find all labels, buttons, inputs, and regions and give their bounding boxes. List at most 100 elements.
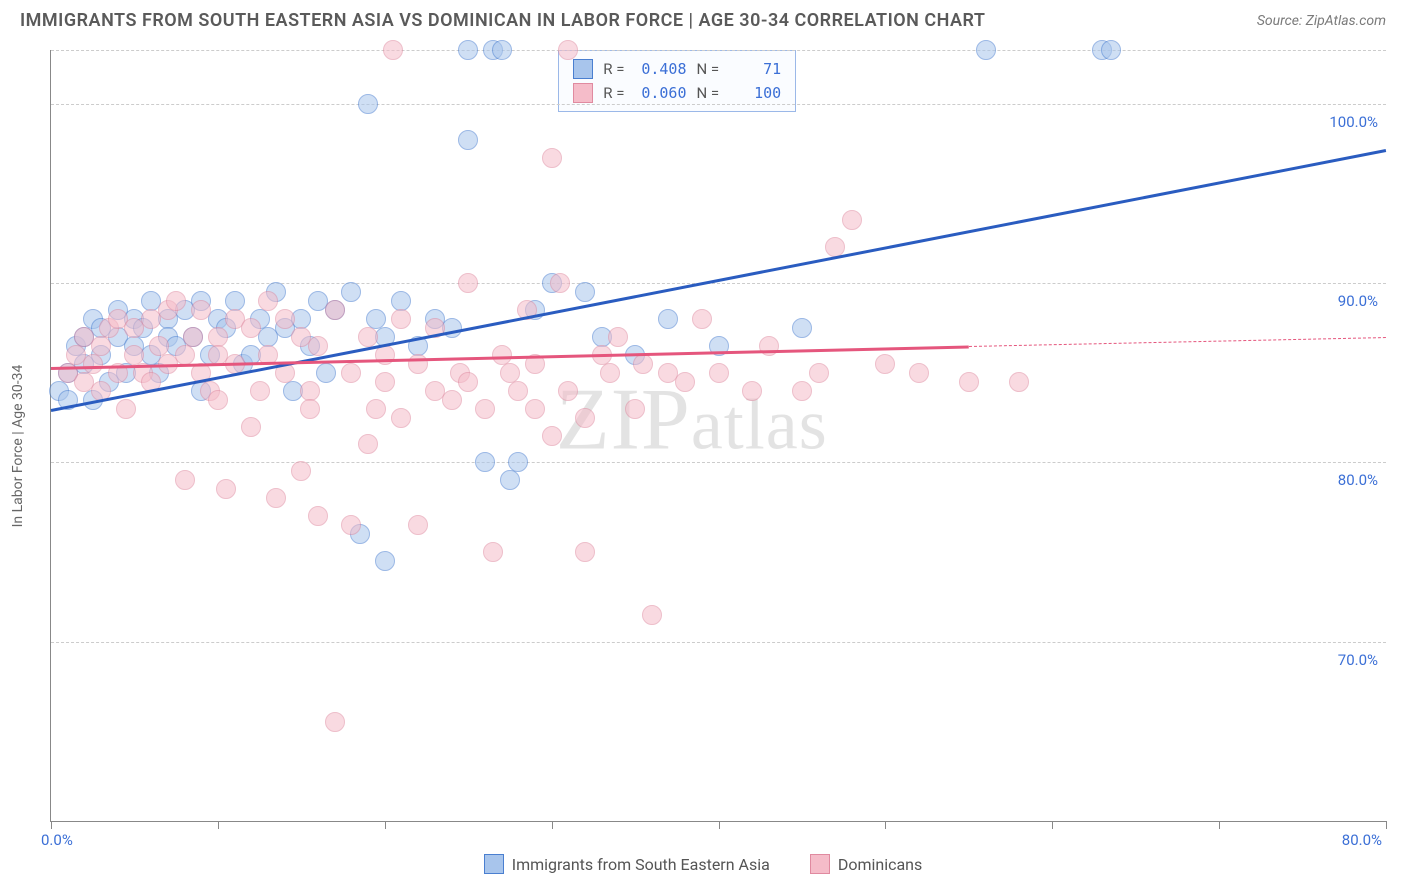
data-point [959, 372, 979, 392]
data-point [642, 605, 662, 625]
legend-label-dom: Dominicans [838, 855, 922, 874]
data-point [116, 399, 136, 419]
data-point [341, 282, 361, 302]
data-point [675, 372, 695, 392]
data-point [508, 452, 528, 472]
data-point [166, 291, 186, 311]
data-point [175, 470, 195, 490]
x-max-label: 80.0% [1342, 831, 1382, 849]
data-point [366, 399, 386, 419]
data-point [500, 470, 520, 490]
data-point [216, 479, 236, 499]
data-point [375, 551, 395, 571]
data-point [792, 381, 812, 401]
data-point [358, 94, 378, 114]
n-label: N = [697, 81, 720, 105]
data-point [525, 399, 545, 419]
gridline [51, 642, 1386, 643]
y-tick-label: 70.0% [1338, 651, 1378, 669]
plot-area: ZIPatlas R = 0.408 N = 71 R = 0.060 N = … [50, 50, 1386, 822]
data-point [83, 354, 103, 374]
data-point [375, 372, 395, 392]
x-min-label: 0.0% [41, 831, 73, 849]
x-tick [1386, 821, 1387, 829]
data-point [391, 408, 411, 428]
chart-title: IMMIGRANTS FROM SOUTH EASTERN ASIA VS DO… [20, 10, 986, 31]
data-point [458, 40, 478, 60]
legend-row-sea: R = 0.408 N = 71 [573, 57, 781, 81]
x-tick [885, 821, 886, 829]
data-point [575, 282, 595, 302]
data-point [875, 354, 895, 374]
data-point [909, 363, 929, 383]
r-label: R = [603, 57, 624, 81]
data-point [316, 363, 336, 383]
data-point [809, 363, 829, 383]
data-point [358, 327, 378, 347]
data-point [408, 515, 428, 535]
y-tick-label: 80.0% [1338, 471, 1378, 489]
data-point [625, 399, 645, 419]
swatch-sea [573, 59, 593, 79]
data-point [458, 372, 478, 392]
legend-row-dom: R = 0.060 N = 100 [573, 81, 781, 105]
data-point [258, 291, 278, 311]
gridline [51, 283, 1386, 284]
data-point [558, 381, 578, 401]
y-tick-label: 90.0% [1338, 292, 1378, 310]
gridline [51, 50, 1386, 51]
data-point [633, 354, 653, 374]
legend-item-dom: Dominicans [810, 854, 922, 874]
source-label: Source: ZipAtlas.com [1257, 13, 1386, 29]
data-point [1101, 40, 1121, 60]
data-point [658, 309, 678, 329]
stats-legend: R = 0.408 N = 71 R = 0.060 N = 100 [558, 50, 796, 112]
swatch-sea-icon [484, 854, 504, 874]
data-point [508, 381, 528, 401]
data-point [742, 381, 762, 401]
y-axis-title: In Labor Force | Age 30-34 [10, 365, 26, 528]
data-point [91, 336, 111, 356]
data-point [383, 40, 403, 60]
data-point [709, 363, 729, 383]
data-point [266, 488, 286, 508]
x-tick [385, 821, 386, 829]
gridline [51, 104, 1386, 105]
x-tick [51, 821, 52, 829]
data-point [341, 515, 361, 535]
swatch-dom [573, 83, 593, 103]
data-point [275, 309, 295, 329]
data-point [458, 130, 478, 150]
data-point [692, 309, 712, 329]
y-tick-label: 100.0% [1329, 113, 1378, 131]
data-point [483, 542, 503, 562]
data-point [575, 542, 595, 562]
regression-line [969, 337, 1386, 347]
data-point [300, 399, 320, 419]
data-point [341, 363, 361, 383]
data-point [976, 40, 996, 60]
data-point [475, 399, 495, 419]
r-value-dom: 0.060 [635, 81, 687, 105]
data-point [325, 712, 345, 732]
x-tick [1219, 821, 1220, 829]
data-point [550, 273, 570, 293]
x-tick [1052, 821, 1053, 829]
data-point [608, 327, 628, 347]
data-point [792, 318, 812, 338]
n-label: N = [697, 57, 720, 81]
r-label: R = [603, 81, 624, 105]
bottom-legend: Immigrants from South Eastern Asia Domin… [0, 854, 1406, 874]
data-point [575, 408, 595, 428]
legend-item-sea: Immigrants from South Eastern Asia [484, 854, 770, 874]
gridline [51, 462, 1386, 463]
data-point [291, 461, 311, 481]
data-point [241, 318, 261, 338]
data-point [542, 426, 562, 446]
data-point [250, 381, 270, 401]
swatch-dom-icon [810, 854, 830, 874]
data-point [600, 363, 620, 383]
data-point [241, 417, 261, 437]
data-point [408, 354, 428, 374]
data-point [208, 390, 228, 410]
